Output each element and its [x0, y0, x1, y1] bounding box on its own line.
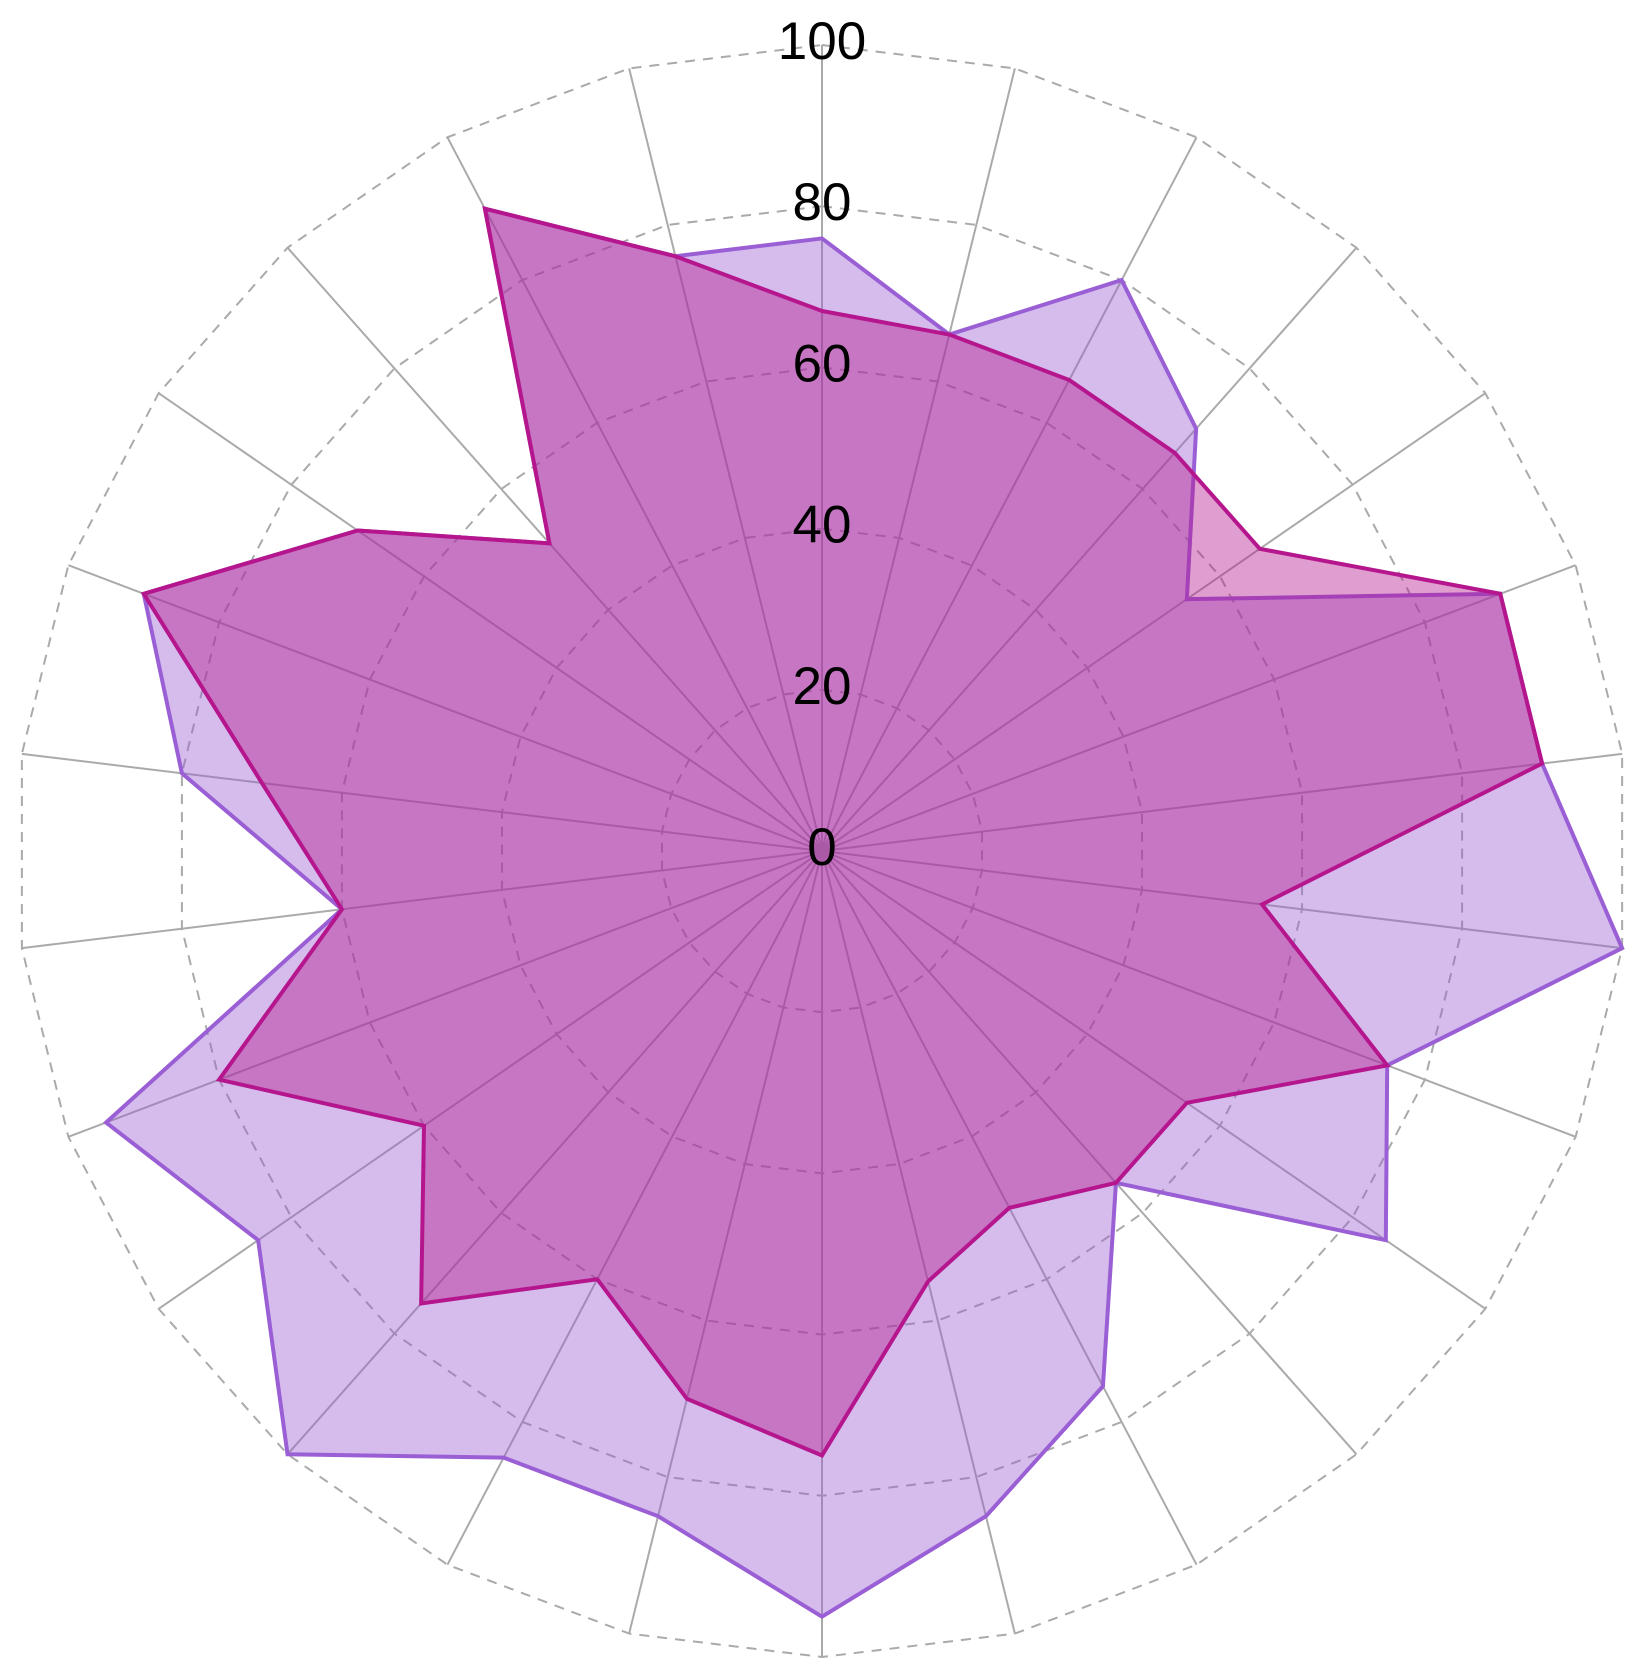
spoke	[821, 136, 1198, 852]
r-tick-label: 20	[793, 657, 852, 716]
spoke	[821, 752, 1623, 852]
spoke	[821, 850, 1016, 1634]
spoke	[821, 564, 1576, 852]
spoke	[821, 850, 1623, 950]
spoke	[821, 850, 1576, 1138]
spoke	[821, 392, 1486, 852]
spoke	[21, 752, 823, 852]
spoke	[158, 392, 823, 852]
spoke	[286, 247, 823, 852]
grid-ring	[500, 527, 1144, 1175]
spoke	[628, 68, 823, 852]
grid-ring	[660, 688, 984, 1014]
spoke	[821, 850, 1358, 1455]
spoke	[21, 850, 823, 950]
spoke	[446, 850, 823, 1566]
spoke	[821, 850, 1486, 1310]
r-tick-label: 100	[778, 12, 866, 71]
spoke	[446, 136, 823, 852]
r-tick-label: 80	[793, 173, 852, 232]
spoke	[821, 68, 1016, 852]
r-tick-label: 60	[793, 334, 852, 393]
spoke	[158, 850, 823, 1310]
grid-ring	[340, 366, 1304, 1336]
r-tick-label: 0	[807, 818, 836, 877]
grid-ring	[20, 43, 1624, 1659]
spoke	[68, 564, 823, 852]
spoke	[286, 850, 823, 1455]
grid-ring	[180, 205, 1464, 1497]
spoke	[628, 850, 823, 1634]
series-area	[140, 205, 1545, 1459]
spoke	[68, 850, 823, 1138]
spoke	[821, 247, 1358, 852]
r-tick-label: 40	[793, 496, 852, 555]
